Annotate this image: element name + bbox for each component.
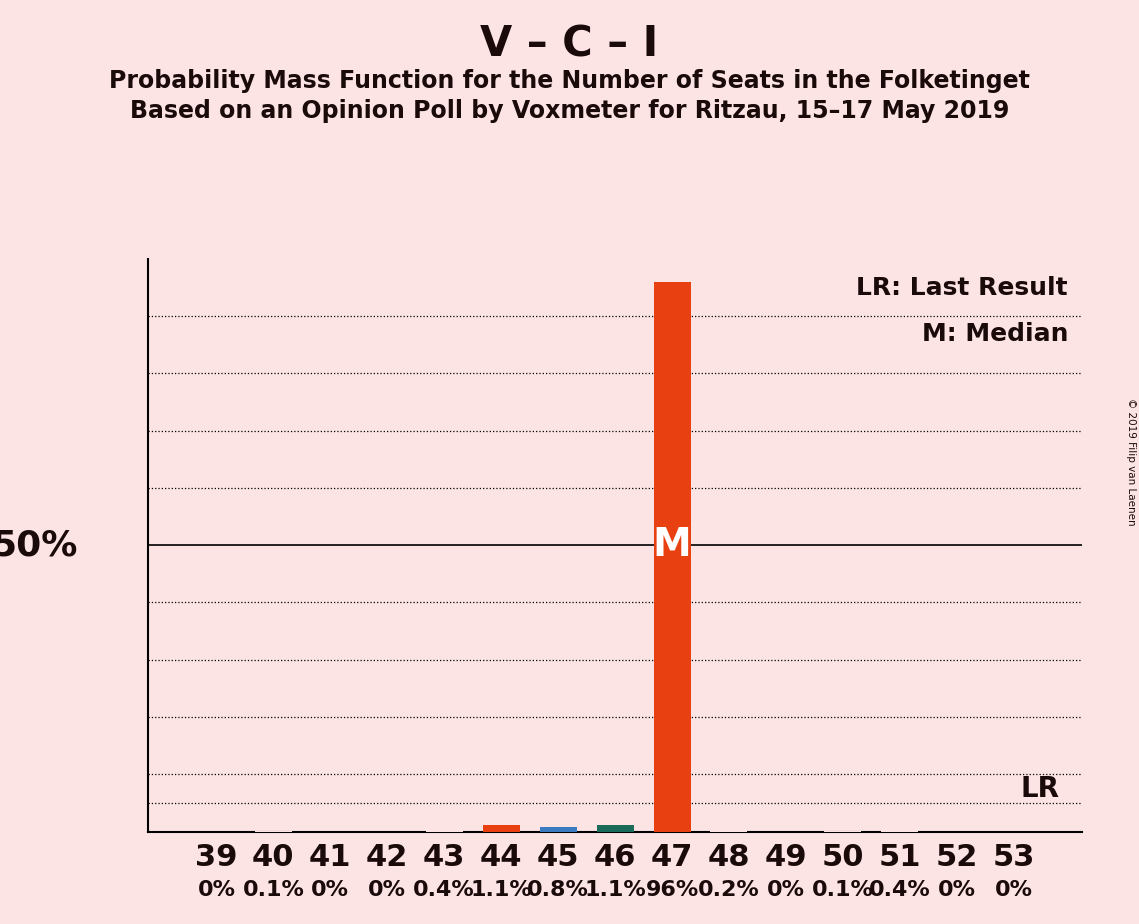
Text: Based on an Opinion Poll by Voxmeter for Ritzau, 15–17 May 2019: Based on an Opinion Poll by Voxmeter for… [130, 99, 1009, 123]
Bar [597, 825, 633, 832]
Bar [540, 827, 576, 832]
Text: 50%: 50% [0, 529, 77, 562]
Text: M: Median: M: Median [921, 322, 1068, 346]
Text: 0.2%: 0.2% [698, 881, 760, 900]
Text: LR: LR [1021, 774, 1059, 803]
Bar [654, 282, 690, 832]
Text: 0.4%: 0.4% [869, 881, 931, 900]
Text: 0%: 0% [368, 881, 407, 900]
Text: 0%: 0% [937, 881, 976, 900]
Bar [426, 830, 462, 832]
Bar [711, 831, 747, 832]
Text: 0.1%: 0.1% [812, 881, 874, 900]
Text: 0.4%: 0.4% [413, 881, 475, 900]
Text: 0%: 0% [994, 881, 1033, 900]
Text: 0.1%: 0.1% [243, 881, 304, 900]
Text: Probability Mass Function for the Number of Seats in the Folketinget: Probability Mass Function for the Number… [109, 69, 1030, 93]
Text: 0%: 0% [767, 881, 805, 900]
Bar [882, 830, 918, 832]
Text: 0%: 0% [197, 881, 236, 900]
Text: 0.8%: 0.8% [527, 881, 589, 900]
Bar [483, 825, 519, 832]
Text: 0%: 0% [311, 881, 350, 900]
Text: V – C – I: V – C – I [481, 23, 658, 65]
Text: © 2019 Filip van Laenen: © 2019 Filip van Laenen [1126, 398, 1136, 526]
Text: 1.1%: 1.1% [584, 881, 646, 900]
Text: LR: Last Result: LR: Last Result [857, 276, 1068, 300]
Text: 96%: 96% [646, 881, 698, 900]
Text: M: M [653, 526, 691, 565]
Text: 1.1%: 1.1% [470, 881, 532, 900]
